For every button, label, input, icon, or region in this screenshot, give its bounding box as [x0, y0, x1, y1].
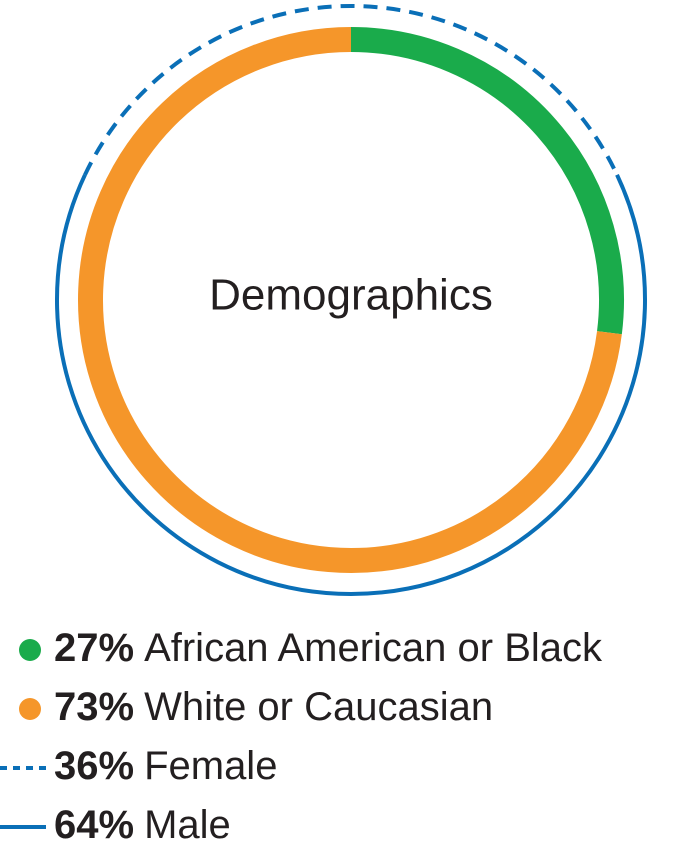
legend-label: African American or Black	[144, 626, 603, 670]
legend-entry: 64% Male	[54, 803, 231, 847]
legend-marker	[19, 639, 41, 661]
outer-ring-segment	[83, 4, 619, 176]
legend-value: 27%	[54, 626, 134, 670]
legend-entry: 73% White or Caucasian	[54, 685, 493, 729]
legend-value: 64%	[54, 803, 134, 847]
chart-title: Demographics	[209, 271, 493, 320]
donut-segment	[78, 27, 622, 573]
legend-label: Female	[144, 744, 277, 788]
legend-label: Male	[144, 803, 231, 847]
legend-marker	[19, 698, 41, 720]
outer-ring-segment	[55, 173, 647, 596]
legend-entry: 27% African American or Black	[54, 626, 603, 670]
legend-value: 36%	[54, 744, 134, 788]
legend-label: White or Caucasian	[144, 685, 493, 729]
legend-value: 73%	[54, 685, 134, 729]
legend-entry: 36% Female	[54, 744, 277, 788]
donut-segment	[350, 27, 624, 335]
